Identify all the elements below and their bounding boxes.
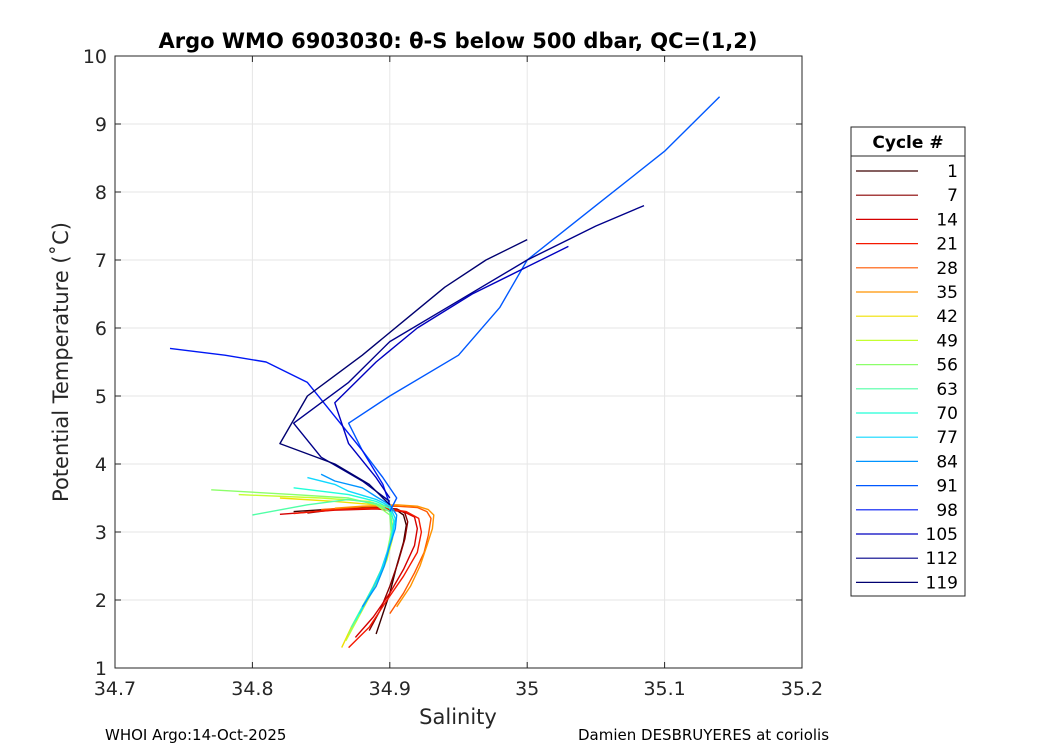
series-layer xyxy=(169,96,721,649)
legend-label: 70 xyxy=(936,404,958,424)
legend-entries: 1 7 14 21 28 35 42 49 56 63 70 77 84 91 98 105 112 119 xyxy=(856,162,958,593)
y-tick-label: 5 xyxy=(95,386,107,408)
series-line-cycle-98 xyxy=(169,347,391,506)
y-tick-label: 6 xyxy=(95,318,107,340)
legend-label: 35 xyxy=(936,283,958,303)
y-tick-label: 7 xyxy=(95,250,107,272)
legend-label: 1 xyxy=(947,162,958,182)
y-tick-label: 8 xyxy=(95,182,107,204)
legend-title: Cycle # xyxy=(872,133,943,153)
legend-label: 21 xyxy=(936,235,958,255)
y-tick-label: 10 xyxy=(83,46,107,68)
legend-label: 28 xyxy=(936,259,958,279)
series-line-cycle-21 xyxy=(293,507,423,649)
series-line-cycle-84 xyxy=(320,473,398,608)
y-tick-label: 4 xyxy=(95,454,107,476)
footer-right: Damien DESBRUYERES at coriolis xyxy=(578,726,830,744)
legend-label: 119 xyxy=(926,573,958,593)
legend-label: 91 xyxy=(936,477,958,497)
x-axis-label: Salinity xyxy=(419,705,497,729)
legend-label: 63 xyxy=(936,380,958,400)
x-tick-label: 35.1 xyxy=(643,678,685,700)
series-line-cycle-105 xyxy=(334,245,569,499)
y-axis-label: Potential Temperature (˚C) xyxy=(49,222,73,502)
series-line-cycle-119 xyxy=(279,238,528,506)
legend-label: 112 xyxy=(926,549,958,569)
y-tick-label: 1 xyxy=(95,658,107,680)
legend-label: 49 xyxy=(936,331,958,351)
axis-ticks: 34.7 34.8 34.9 35 35.1 35.2 1 2 3 4 5 6 7 8 9 10 xyxy=(83,46,823,700)
x-tick-label: 34.9 xyxy=(369,678,411,700)
legend-label: 98 xyxy=(936,501,958,521)
series-line-cycle-112 xyxy=(292,204,645,502)
series-line-cycle-42 xyxy=(279,497,394,648)
legend-box xyxy=(850,126,966,597)
x-tick-label: 34.8 xyxy=(231,678,273,700)
legend-label: 42 xyxy=(936,307,958,327)
plot-frame xyxy=(114,55,803,669)
x-tick-label: 34.7 xyxy=(94,678,136,700)
series-line-cycle-91 xyxy=(347,96,721,512)
series-line-cycle-14 xyxy=(279,508,418,638)
footer-left: WHOI Argo:14-Oct-2025 xyxy=(105,726,287,744)
legend-label: 77 xyxy=(936,428,958,448)
y-tick-label: 9 xyxy=(95,114,107,136)
grid-lines xyxy=(114,55,803,669)
series-line-cycle-77 xyxy=(307,476,396,614)
series-line-cycle-63 xyxy=(252,498,394,628)
legend-label: 14 xyxy=(936,210,958,230)
series-line-cycle-49 xyxy=(238,493,395,642)
y-tick-label: 2 xyxy=(95,590,107,612)
legend-label: 105 xyxy=(926,525,958,545)
y-tick-label: 3 xyxy=(95,522,107,544)
legend-label: 56 xyxy=(936,356,958,376)
x-tick-label: 35 xyxy=(515,678,539,700)
chart-title: Argo WMO 6903030: θ-S below 500 dbar, QC… xyxy=(159,29,758,53)
legend: Cycle # 17142128354249566370778491981051… xyxy=(850,126,966,597)
legend-label: 84 xyxy=(936,452,958,472)
series-line-cycle-28 xyxy=(321,505,432,614)
x-tick-label: 35.2 xyxy=(781,678,823,700)
legend-label: 7 xyxy=(947,186,958,206)
